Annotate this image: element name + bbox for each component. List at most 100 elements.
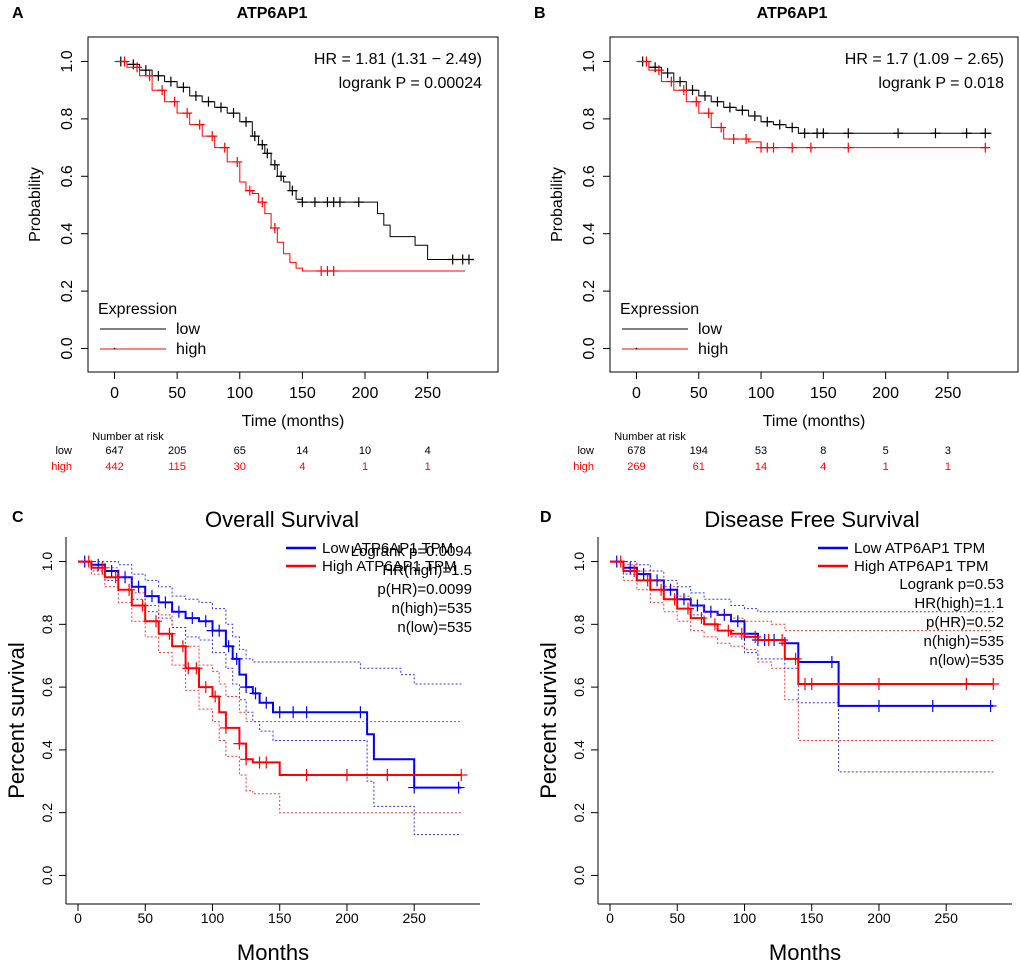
- y-tick-label: 0.0: [571, 866, 587, 886]
- censor-mark: [703, 108, 714, 119]
- censor-mark: [872, 677, 885, 690]
- censor-mark: [276, 171, 287, 182]
- stat-text: HR(high)=1.5: [382, 562, 472, 579]
- censor-mark: [762, 634, 775, 647]
- x-tick-label: 100: [748, 385, 775, 402]
- stat-text: logrank P = 0.00024: [339, 75, 482, 92]
- series-high: [78, 555, 468, 814]
- censor-mark: [249, 687, 262, 700]
- censor-mark: [240, 681, 253, 694]
- censor-mark: [354, 706, 367, 719]
- x-tick-label: 200: [872, 385, 899, 402]
- risk-cell: 10: [359, 445, 371, 457]
- censor-mark: [232, 156, 243, 167]
- panel-d: D Disease Free Survival 0 50 100 150 200 250 0.0…: [536, 507, 1012, 965]
- censor-mark: [297, 197, 308, 208]
- ci-lower-line: [78, 561, 462, 814]
- y-tick-label: 0.0: [581, 337, 598, 359]
- censor-mark: [768, 142, 779, 153]
- censor-mark: [704, 605, 717, 618]
- risk-cell: 194: [690, 445, 708, 457]
- censor-mark: [244, 185, 255, 196]
- legend-label: High ATP6AP1 TPM: [854, 558, 989, 575]
- censor-mark: [668, 593, 681, 606]
- censor-mark: [257, 139, 268, 150]
- panel-c: C Overall Survival 0 50 100 150 200 250 0.0 0.2 0.…: [4, 507, 480, 965]
- y-tick-label: 0.2: [59, 280, 76, 302]
- censor-mark: [96, 561, 109, 574]
- risk-cell: 1: [425, 461, 431, 473]
- legend-title: Expression: [98, 301, 177, 318]
- censor-mark: [980, 142, 991, 153]
- y-tick-label: 1.0: [581, 50, 598, 72]
- risk-table-title: Number at risk: [92, 431, 164, 443]
- censor-mark: [463, 254, 474, 265]
- risk-table-title: Number at risk: [614, 431, 686, 443]
- censor-mark: [447, 254, 458, 265]
- censor-mark: [641, 56, 652, 67]
- x-tick-label: 250: [403, 910, 427, 926]
- y-tick-label: 0.0: [39, 866, 55, 886]
- censor-mark: [655, 583, 668, 596]
- censor-mark: [328, 266, 339, 277]
- censor-mark: [984, 699, 997, 712]
- x-tick-label: 200: [335, 910, 359, 926]
- censor-mark: [737, 105, 748, 116]
- y-axis-label: Probability: [549, 167, 566, 242]
- risk-cell: 5: [883, 445, 889, 457]
- risk-cell: 442: [105, 461, 123, 473]
- x-axis-label: Time (months): [763, 413, 866, 430]
- censor-mark: [105, 564, 118, 577]
- risk-cell: 14: [755, 461, 767, 473]
- censor-mark: [199, 681, 212, 694]
- x-tick-label: 150: [810, 385, 837, 402]
- censor-mark: [722, 624, 735, 637]
- censor-mark: [666, 76, 677, 87]
- censor-mark: [691, 599, 704, 612]
- censor-mark: [219, 721, 232, 734]
- censor-mark: [186, 612, 199, 625]
- censor-mark: [682, 602, 694, 615]
- censor-mark: [687, 85, 698, 96]
- censor-mark: [675, 76, 686, 87]
- censor-mark: [749, 630, 762, 643]
- censor-mark: [805, 142, 816, 153]
- ci-upper-line: [610, 561, 994, 632]
- y-tick-label: 0.4: [571, 740, 587, 760]
- censor-mark: [213, 624, 226, 637]
- risk-cell: 4: [425, 445, 431, 457]
- censor-mark: [789, 652, 802, 665]
- censor-mark: [799, 128, 810, 139]
- x-axis-label: Time (months): [242, 413, 345, 430]
- censor-mark: [340, 769, 353, 781]
- x-tick-label: 50: [137, 910, 153, 926]
- censor-mark: [119, 56, 130, 67]
- censor-mark: [872, 699, 885, 712]
- series-low: [114, 56, 474, 265]
- risk-cell: 4: [299, 461, 305, 473]
- censor-mark: [249, 131, 260, 142]
- censor-mark: [203, 96, 214, 107]
- risk-cell: 678: [627, 445, 645, 457]
- censor-mark: [190, 662, 203, 675]
- risk-row-name: high: [51, 461, 72, 473]
- y-tick-label: 0.2: [39, 803, 55, 823]
- censor-mark: [961, 128, 972, 139]
- censor-mark: [257, 197, 268, 208]
- censor-mark: [381, 769, 394, 781]
- ci-lower-line: [610, 561, 994, 741]
- survival-curve: [636, 61, 992, 134]
- censor-mark: [637, 568, 650, 581]
- risk-row-name: high: [573, 461, 594, 473]
- legend-label: High ATP6AP1 TPM: [322, 558, 457, 575]
- risk-cell: 4: [820, 461, 826, 473]
- censor-mark: [731, 615, 744, 628]
- censor-mark: [926, 699, 939, 712]
- stat-text: Logrank p=0.0094: [351, 543, 472, 560]
- x-tick-label: 150: [289, 385, 316, 402]
- x-tick-label: 0: [110, 385, 119, 402]
- x-axis-label: Months: [237, 940, 309, 965]
